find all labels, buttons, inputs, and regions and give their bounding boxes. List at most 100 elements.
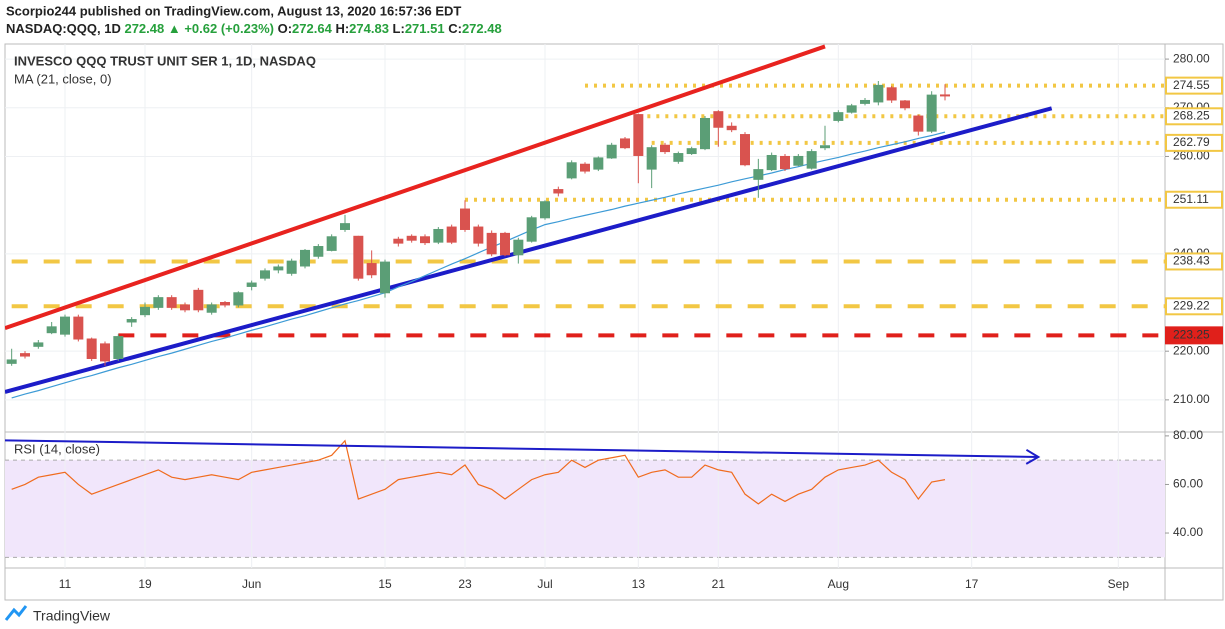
y-tick-label: 260.00 — [1173, 149, 1210, 163]
x-tick-label: 17 — [965, 577, 979, 591]
c-value: 272.48 — [462, 21, 502, 36]
candle-body — [473, 226, 484, 244]
candle-body — [566, 162, 577, 179]
candle-body — [460, 208, 470, 230]
price-pane — [5, 44, 1165, 432]
candle-body — [900, 100, 910, 109]
candle-body — [553, 189, 564, 194]
candle-body — [886, 87, 897, 101]
x-tick-label: 19 — [138, 577, 152, 591]
rsi-line — [11, 439, 946, 505]
candle-body — [313, 246, 324, 257]
candle-body — [766, 154, 777, 171]
candle-body — [500, 232, 510, 256]
trendline — [5, 44, 826, 331]
candle-body — [406, 235, 417, 241]
candle-body — [713, 111, 724, 128]
x-tick-label: 21 — [712, 577, 726, 591]
candle-body — [380, 261, 390, 294]
level-label-box — [1165, 252, 1223, 271]
symbol: NASDAQ:QQQ, 1D — [6, 21, 121, 36]
candle-body — [126, 319, 137, 323]
published-line: Scorpio244 published on TradingView.com,… — [6, 3, 461, 18]
candle-body — [686, 148, 697, 155]
level-label: 229.22 — [1173, 298, 1210, 312]
x-tick-label: Aug — [828, 577, 849, 591]
y-tick-label: 210.00 — [1173, 392, 1210, 406]
candle-body — [740, 134, 750, 166]
candle-body — [793, 155, 804, 166]
y-tick-label: 220.00 — [1173, 343, 1210, 357]
level-label: 223.25 — [1173, 328, 1210, 342]
x-tick-label: 13 — [632, 577, 646, 591]
candle-body — [340, 223, 350, 230]
level-label: 274.55 — [1173, 78, 1210, 92]
candle-body — [940, 94, 950, 97]
candle-body — [806, 151, 817, 169]
rsi-arrowhead — [1025, 448, 1041, 465]
candle-body — [100, 343, 110, 362]
brand-logo: TradingView — [4, 605, 111, 624]
x-tick-label: Sep — [1108, 577, 1130, 591]
rsi-trendline — [5, 439, 1039, 459]
y-tick-label: 280.00 — [1173, 51, 1210, 65]
c-label: C: — [448, 21, 462, 36]
level-label-box — [1165, 297, 1223, 316]
brand: TradingView — [33, 608, 111, 624]
level-label: 251.11 — [1173, 192, 1209, 206]
candle-body — [700, 117, 710, 150]
level-label: 268.25 — [1173, 108, 1210, 122]
candle-body — [420, 236, 430, 244]
x-tick-label: Jun — [242, 577, 261, 591]
last: 272.48 — [124, 21, 164, 36]
candle-body — [260, 270, 270, 279]
candle-body — [846, 105, 857, 113]
o-label: O: — [278, 21, 292, 36]
candle-body — [593, 157, 604, 170]
candle-body — [300, 249, 310, 267]
candle-body — [646, 147, 657, 170]
candle-body — [433, 228, 444, 243]
level-label-box — [1165, 190, 1223, 209]
candle-body — [780, 155, 790, 170]
level-label-box — [1165, 133, 1223, 152]
candle-body — [660, 144, 670, 153]
l-label: L: — [393, 21, 405, 36]
candle-body — [86, 338, 97, 359]
candle-body — [606, 144, 617, 159]
candle-body — [220, 302, 230, 306]
candle-body — [526, 217, 537, 242]
candle-body — [140, 306, 150, 316]
candle-body — [353, 235, 364, 279]
rsi-title: RSI (14, close) — [14, 441, 100, 456]
candle-body — [540, 201, 550, 219]
candle-body — [860, 99, 870, 104]
h-value: 274.83 — [349, 21, 389, 36]
o-value: 272.64 — [292, 21, 333, 36]
candle-body — [273, 266, 284, 271]
candle-body — [326, 236, 337, 251]
candle-body — [20, 353, 30, 357]
level-label-box — [1165, 76, 1223, 95]
rsi-pane — [5, 432, 1165, 568]
rsi-band — [5, 460, 1165, 558]
candle-body — [366, 263, 377, 276]
candle-body — [33, 342, 44, 347]
candle-body — [113, 336, 124, 359]
candle-body — [246, 282, 257, 287]
frame — [4, 43, 1224, 601]
candle-body — [673, 153, 684, 162]
candle-body — [6, 359, 17, 364]
rsi-tick-label: 80.00 — [1173, 428, 1203, 442]
candle-body — [193, 289, 204, 311]
candle-body — [60, 316, 70, 335]
candle-body — [446, 226, 457, 243]
candle-body — [46, 326, 57, 334]
h-label: H: — [335, 21, 349, 36]
level-label-box — [1165, 326, 1223, 345]
candle-body — [73, 316, 84, 340]
candle-body — [166, 297, 177, 308]
candle-body — [726, 125, 737, 131]
trendline — [5, 106, 1053, 394]
